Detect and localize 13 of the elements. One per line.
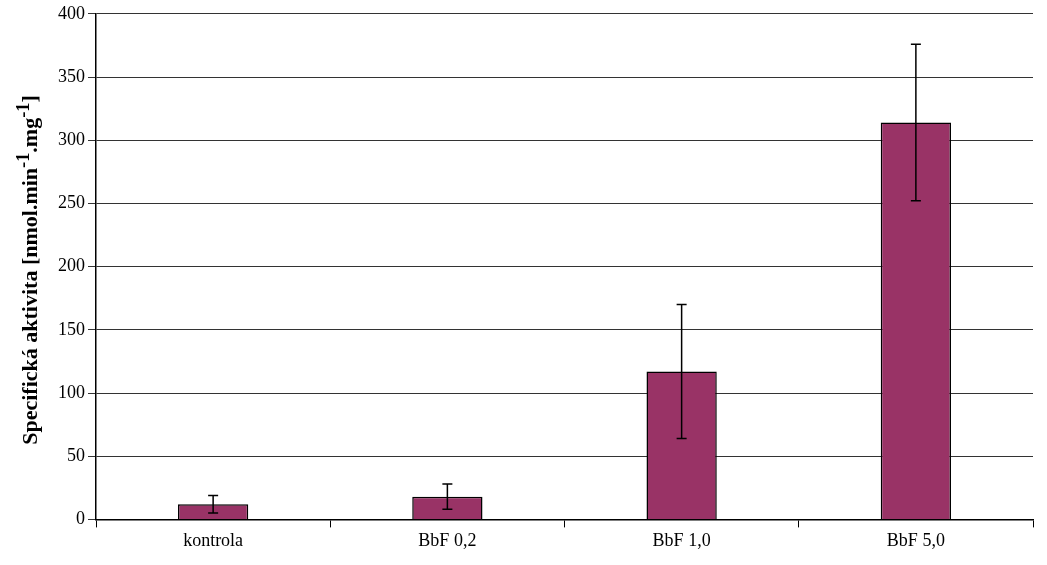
y-tick-label: 200 <box>58 255 85 276</box>
x-tick-label: kontrola <box>183 529 244 550</box>
y-tick-label: 400 <box>58 2 85 23</box>
y-tick-label: 300 <box>58 128 85 149</box>
y-tick-label: 350 <box>58 65 85 86</box>
y-tick-label: 250 <box>58 192 85 213</box>
x-tick-label: BbF 0,2 <box>418 529 477 550</box>
x-tick-label: BbF 1,0 <box>652 529 711 550</box>
y-tick-label: 50 <box>67 444 85 465</box>
y-tick-label: 0 <box>76 508 85 529</box>
y-tick-label: 150 <box>58 318 85 339</box>
x-tick-label: BbF 5,0 <box>886 529 945 550</box>
y-tick-label: 100 <box>58 381 85 402</box>
